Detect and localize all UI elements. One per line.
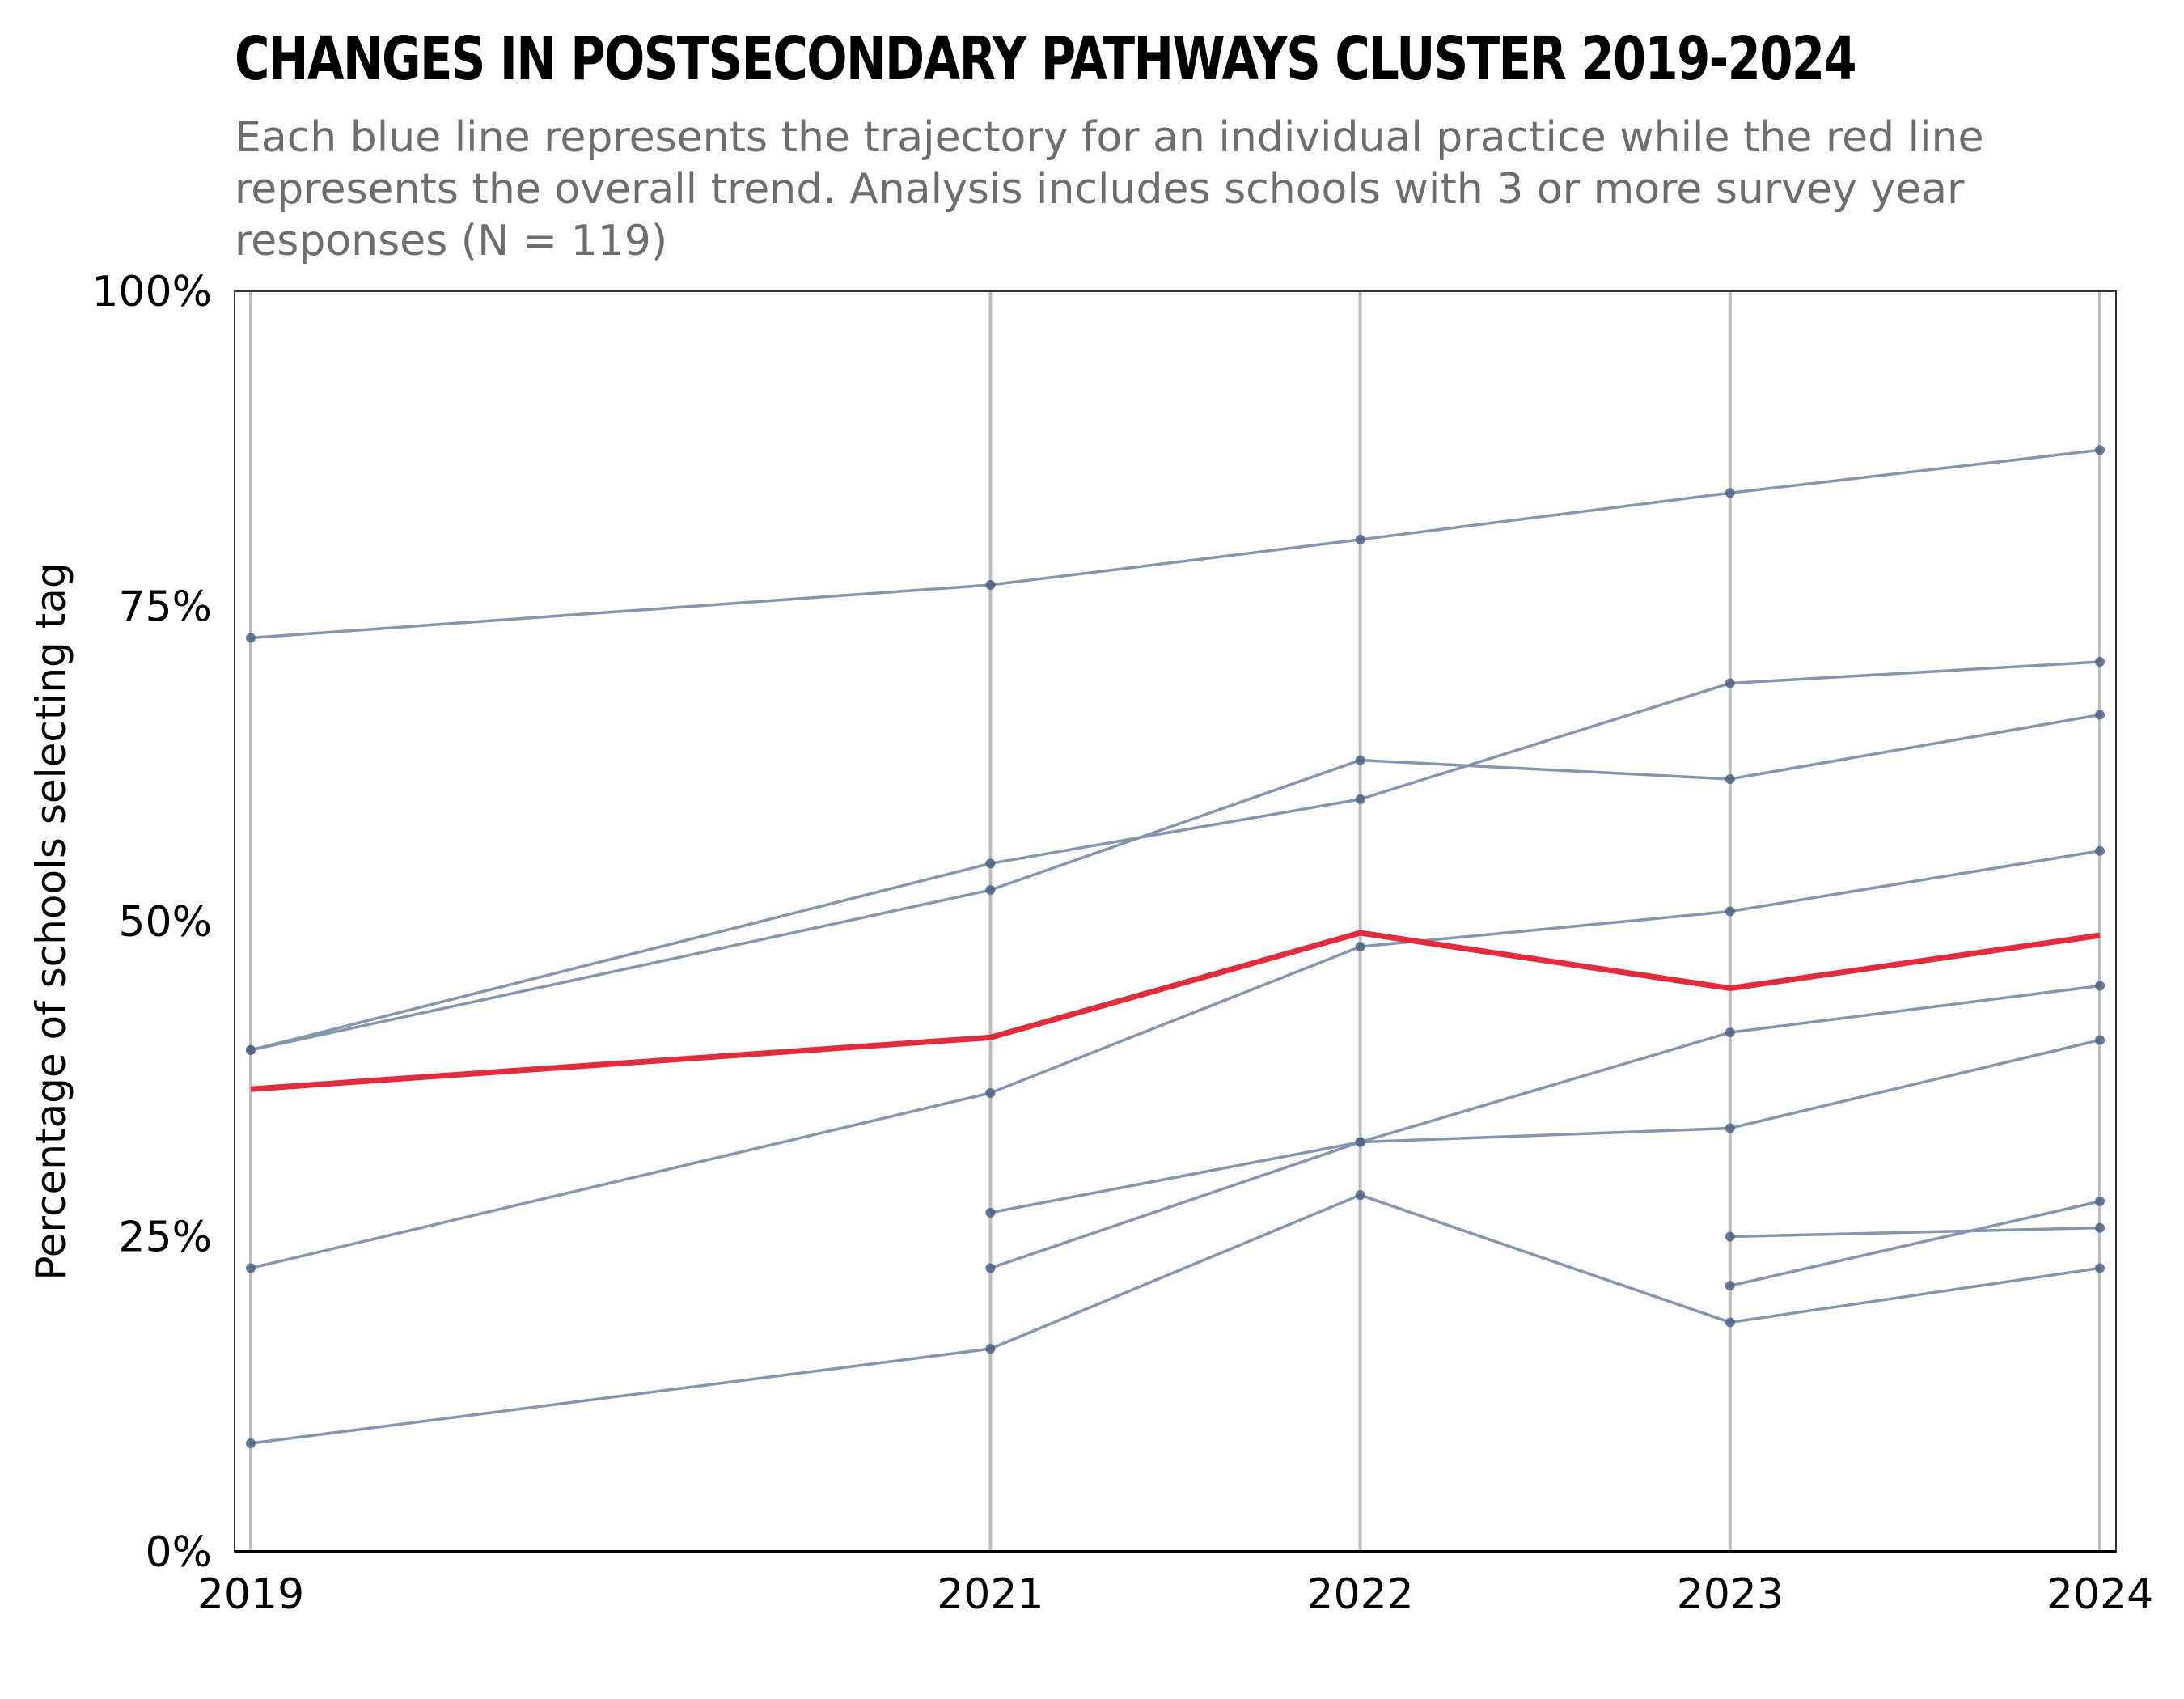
practice-point bbox=[1725, 906, 1735, 917]
practice-point bbox=[2095, 710, 2105, 720]
practice-lines bbox=[246, 445, 2105, 1449]
tick-labels: 2019 2021 2022 2023 2024 0% 25% 50% 75% 100% bbox=[91, 268, 2153, 1619]
practice-point bbox=[1355, 1137, 1365, 1147]
practice-point bbox=[246, 633, 256, 643]
practice-point bbox=[1725, 1123, 1735, 1133]
practice-point bbox=[2095, 1222, 2105, 1233]
x-tick-label: 2022 bbox=[1306, 1570, 1413, 1619]
practice-point bbox=[1725, 678, 1735, 688]
y-tick-label: 75% bbox=[118, 583, 212, 632]
practice-line bbox=[1729, 1226, 2101, 1239]
y-axis-label: Percentage of schools selecting tag bbox=[28, 562, 74, 1280]
practice-line bbox=[250, 660, 2101, 1052]
practice-point bbox=[1725, 1281, 1735, 1291]
practice-point bbox=[985, 1087, 996, 1098]
practice-point bbox=[1725, 1027, 1735, 1038]
practice-point bbox=[985, 1207, 996, 1218]
chart-subtitle: Each blue line represents the trajectory… bbox=[235, 113, 1984, 265]
practice-point bbox=[246, 1438, 256, 1449]
practice-point bbox=[1725, 1231, 1735, 1242]
practice-point bbox=[2095, 981, 2105, 991]
practice-point bbox=[985, 580, 996, 591]
y-tick-label: 100% bbox=[91, 268, 212, 316]
practice-point bbox=[1725, 488, 1735, 498]
practice-point bbox=[985, 885, 996, 896]
practice-point bbox=[2095, 1196, 2105, 1206]
practice-series bbox=[246, 445, 2105, 643]
practice-line bbox=[989, 984, 2101, 1270]
practice-point bbox=[2095, 1035, 2105, 1045]
chart-title: CHANGES IN POSTSECONDARY PATHWAYS CLUSTE… bbox=[235, 24, 1857, 94]
practice-point bbox=[1355, 755, 1365, 765]
practice-line bbox=[250, 713, 2101, 1052]
practice-point bbox=[1355, 794, 1365, 804]
practice-point bbox=[985, 1344, 996, 1354]
practice-point bbox=[2095, 657, 2105, 667]
practice-point bbox=[246, 1044, 256, 1055]
overall-trend-line bbox=[250, 930, 2101, 1092]
practice-line bbox=[250, 448, 2101, 640]
practice-point bbox=[246, 1263, 256, 1273]
practice-point bbox=[2095, 1263, 2105, 1273]
gridlines bbox=[249, 291, 2101, 1552]
practice-point bbox=[2095, 845, 2105, 856]
overall-trend-series bbox=[250, 930, 2101, 1092]
practice-point bbox=[2095, 445, 2105, 455]
practice-point bbox=[985, 858, 996, 869]
y-tick-label: 0% bbox=[146, 1528, 213, 1577]
practice-series bbox=[246, 657, 2105, 1055]
x-tick-label: 2021 bbox=[937, 1570, 1043, 1619]
practice-point bbox=[1355, 1190, 1365, 1201]
practice-series bbox=[246, 710, 2105, 1055]
practice-point bbox=[1725, 773, 1735, 784]
practice-series bbox=[1725, 1222, 2105, 1242]
practice-series bbox=[1725, 1196, 2105, 1291]
practice-point bbox=[1355, 534, 1365, 544]
x-tick-label: 2024 bbox=[2046, 1570, 2153, 1619]
practice-series bbox=[985, 981, 2105, 1273]
axes bbox=[234, 290, 2117, 1553]
practice-series bbox=[985, 1035, 2105, 1218]
practice-point bbox=[1725, 1317, 1735, 1328]
x-tick-label: 2019 bbox=[197, 1570, 304, 1619]
y-tick-label: 50% bbox=[118, 898, 212, 947]
practice-point bbox=[985, 1263, 996, 1273]
practice-line bbox=[250, 1193, 2101, 1445]
x-tick-label: 2023 bbox=[1677, 1570, 1784, 1619]
practice-point bbox=[1355, 942, 1365, 952]
practice-line bbox=[1729, 1200, 2101, 1287]
practice-series bbox=[246, 1190, 2105, 1449]
practice-line bbox=[990, 1038, 2101, 1214]
y-tick-label: 25% bbox=[118, 1214, 212, 1262]
practice-series bbox=[246, 845, 2105, 1273]
